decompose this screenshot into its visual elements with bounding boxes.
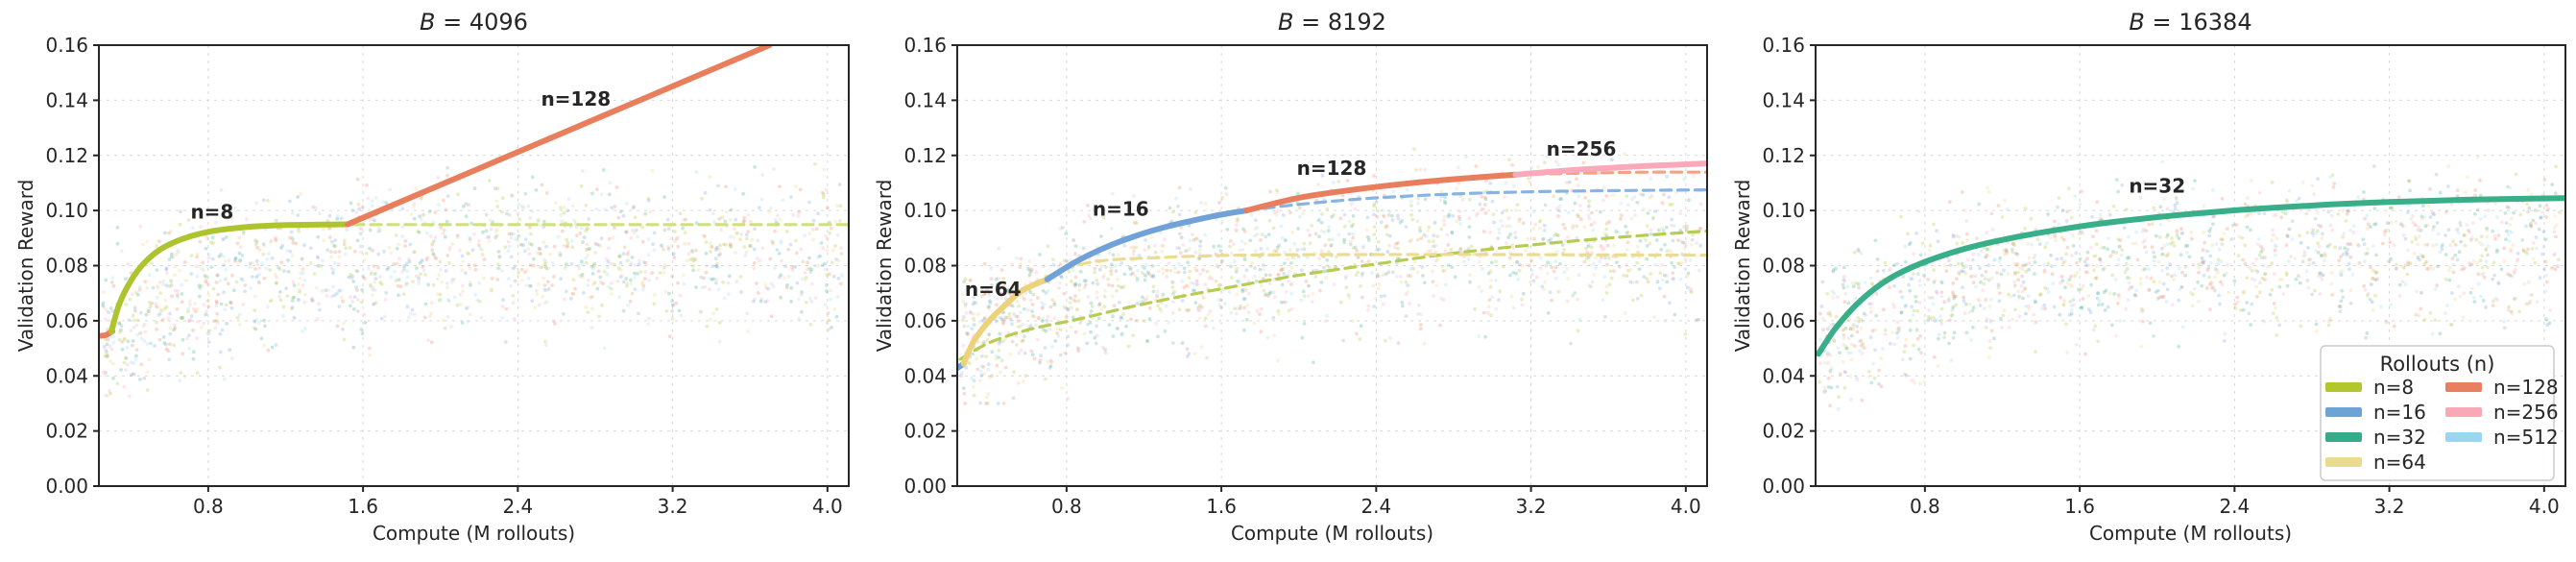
y-tick-label: 0.06 [45, 309, 88, 332]
y-axis-label: Validation Reward [1731, 180, 1754, 353]
x-tick-label: 0.8 [1051, 495, 1082, 518]
x-axis-label: Compute (M rollouts) [373, 522, 575, 545]
y-tick-label: 0.12 [903, 144, 947, 167]
axis-ticks: 0.8 1.6 2.4 3.2 4.0 0.00 0.02 0.04 0.06 0.08 0.10 0… [903, 34, 1700, 518]
x-tick-label: 3.2 [2374, 495, 2405, 518]
curve-label-n-16: n=16 [1093, 198, 1149, 221]
x-tick-label: 4.0 [812, 495, 843, 518]
legend-entry-n16: n=16 [2373, 401, 2426, 424]
x-tick-label: 4.0 [2529, 495, 2560, 518]
legend-swatch-n512 [2445, 432, 2482, 442]
panel-title: B = 4096 [420, 9, 528, 36]
axis-ticks: 0.8 1.6 2.4 3.2 4.0 0.00 0.02 0.04 0.06 0.08 0.10 0… [1762, 34, 2559, 518]
x-axis-label: Compute (M rollouts) [1231, 522, 1433, 545]
legend-swatch-n256 [2445, 407, 2482, 417]
chart-panel-b16384: n=320.8 1.6 2.4 3.2 4.00.000.020.040.060.080… [1731, 9, 2566, 545]
y-tick-label: 0.04 [903, 364, 947, 387]
y-tick-label: 0.02 [1762, 420, 1805, 443]
panel-title: B = 16384 [2129, 9, 2251, 36]
curve-label-n-256: n=256 [1547, 137, 1617, 160]
curve-label-n-64: n=64 [965, 278, 1022, 301]
legend-entry-n512: n=512 [2493, 426, 2559, 449]
panel-title: B = 8192 [1278, 9, 1386, 36]
y-tick-label: 0.00 [45, 475, 88, 498]
y-tick-label: 0.04 [45, 364, 88, 387]
legend-box [2320, 345, 2555, 481]
chart-panel-b8192: n=64 n=16 n=128 n=256 0.8 1.6 2.4 3.2 4.0 0.00 0.0… [873, 9, 1708, 545]
x-tick-label: 1.6 [2064, 495, 2095, 518]
curve-n-16 [1044, 208, 1250, 282]
legend-entry-n128: n=128 [2493, 376, 2559, 399]
y-tick-label: 0.10 [1762, 199, 1805, 222]
scatter-points-4096 [101, 161, 844, 399]
x-tick-label: 2.4 [2219, 495, 2250, 518]
y-tick-label: 0.16 [1762, 34, 1805, 57]
curve-n-256 [1512, 160, 1706, 178]
dashed-line-n-8-fit [958, 229, 1706, 361]
legend-swatch-n16 [2325, 407, 2362, 417]
y-tick-label: 0.08 [1762, 255, 1805, 278]
y-tick-label: 0.14 [903, 88, 947, 111]
legend: Rollouts (n)n=8n=16n=32n=64 n=128n=256n=5… [2320, 345, 2559, 481]
curve-n-64 [960, 276, 1050, 367]
legend-swatch-n128 [2445, 382, 2482, 392]
y-tick-label: 0.08 [903, 255, 947, 278]
y-tick-label: 0.10 [45, 199, 88, 222]
legend-entry-n8: n=8 [2373, 376, 2414, 399]
x-tick-label: 0.8 [1910, 495, 1940, 518]
x-tick-label: 3.2 [658, 495, 688, 518]
legend-swatch-n32 [2325, 432, 2362, 442]
curve-label-n-32: n=32 [2129, 174, 2185, 197]
y-tick-label: 0.02 [45, 420, 88, 443]
y-tick-label: 0.04 [1762, 364, 1805, 387]
y-tick-label: 0.12 [1762, 144, 1805, 167]
y-tick-label: 0.06 [903, 309, 947, 332]
dashed-line-n-64-fit-extrapolation [1046, 253, 1706, 279]
y-axis-label: Validation Reward [14, 180, 37, 353]
curve-label-n-128: n=128 [541, 87, 611, 110]
dashed-line-n-128-fit-extrapolation [1513, 170, 1706, 177]
y-tick-label: 0.06 [1762, 309, 1805, 332]
y-tick-label: 0.00 [903, 475, 947, 498]
legend-entry-n32: n=32 [2373, 426, 2426, 449]
curve-label-n-128: n=128 [1297, 157, 1367, 180]
x-tick-label: 0.8 [193, 495, 224, 518]
curve-label-n-8: n=8 [190, 201, 233, 224]
x-tick-label: 2.4 [502, 495, 533, 518]
x-tick-label: 2.4 [1360, 495, 1391, 518]
curve-n-8 [108, 221, 350, 335]
y-tick-label: 0.14 [1762, 88, 1805, 111]
y-tick-label: 0.10 [903, 199, 947, 222]
y-tick-label: 0.12 [45, 144, 88, 167]
curve-n-128 [345, 46, 773, 228]
y-tick-label: 0.16 [45, 34, 88, 57]
axis-ticks: 0.8 1.6 2.4 3.2 4.0 0.00 0.02 0.04 0.06 0.08 0.10 0… [45, 34, 842, 518]
y-tick-label: 0.14 [45, 88, 88, 111]
y-tick-label: 0.16 [903, 34, 947, 57]
y-axis-label: Validation Reward [873, 180, 896, 353]
x-tick-label: 1.6 [348, 495, 378, 518]
scatter-points-8192 [959, 147, 1703, 405]
y-tick-label: 0.02 [903, 420, 947, 443]
curve-n-32 [1817, 195, 2564, 357]
y-tick-label: 0.08 [45, 255, 88, 278]
curve-n-128 [1243, 171, 1519, 214]
legend-title: Rollouts (n) [2380, 353, 2495, 376]
dashed-line-n-16-fit-extrapolation [1244, 188, 1706, 212]
legend-swatch-n64 [2325, 457, 2362, 467]
x-tick-label: 3.2 [1516, 495, 1547, 518]
legend-entry-n64: n=64 [2373, 451, 2426, 474]
legend-swatch-n8 [2325, 382, 2362, 392]
x-tick-label: 4.0 [1671, 495, 1701, 518]
y-tick-label: 0.00 [1762, 475, 1805, 498]
legend-entry-n256: n=256 [2493, 401, 2559, 424]
x-axis-label: Compute (M rollouts) [2089, 522, 2292, 545]
x-tick-label: 1.6 [1206, 495, 1237, 518]
